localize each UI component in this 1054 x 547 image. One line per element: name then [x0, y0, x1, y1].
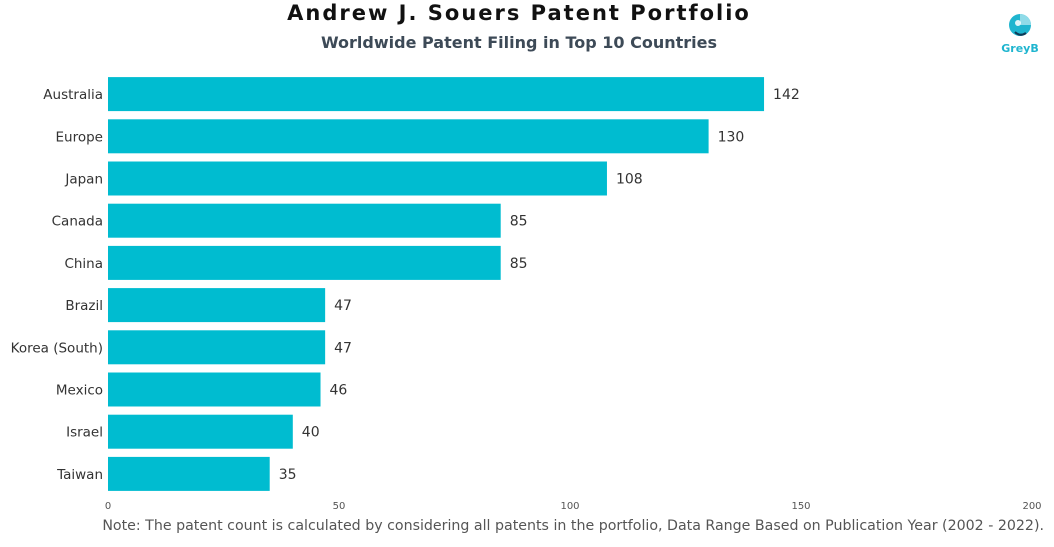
bar [108, 245, 501, 280]
bar [108, 456, 270, 491]
category-label: Taiwan [56, 467, 103, 483]
data-label: 46 [330, 383, 348, 399]
x-tick-label: 200 [1022, 501, 1041, 512]
data-label: 40 [302, 425, 320, 441]
bar [108, 330, 326, 365]
category-label: Brazil [65, 298, 103, 314]
category-label: Australia [43, 87, 103, 103]
category-label: Japan [64, 172, 103, 188]
data-label: 35 [279, 467, 297, 483]
category-label: Korea (South) [11, 340, 103, 356]
data-label: 47 [334, 298, 352, 314]
data-label: 142 [773, 87, 800, 103]
chart-title: Andrew J. Souers Patent Portfolio [287, 1, 751, 25]
bar [108, 77, 765, 112]
footnote: Note: The patent count is calculated by … [102, 518, 1044, 534]
data-label: 108 [616, 172, 643, 188]
greyb-logo-icon [1009, 14, 1031, 36]
category-label: Mexico [56, 383, 103, 399]
chart-subtitle: Worldwide Patent Filing in Top 10 Countr… [320, 33, 718, 52]
bar [108, 161, 607, 196]
greyb-logo-text: GreyB [1001, 42, 1039, 55]
category-label: China [64, 256, 103, 272]
category-label: Canada [52, 214, 103, 230]
x-tick-label: 0 [105, 501, 111, 512]
bar [108, 414, 293, 449]
x-tick-label: 100 [560, 501, 579, 512]
data-label: 85 [510, 256, 528, 272]
greyb-logo: GreyB [996, 6, 1044, 62]
category-label: Europe [56, 129, 103, 145]
category-label: Israel [66, 425, 103, 441]
bar [108, 203, 501, 238]
x-tick-label: 150 [791, 501, 810, 512]
data-label: 85 [510, 214, 528, 230]
data-label: 47 [334, 340, 352, 356]
bar [108, 288, 326, 323]
data-label: 130 [718, 129, 745, 145]
bar [108, 119, 709, 154]
x-tick-label: 50 [333, 501, 346, 512]
bar [108, 372, 321, 407]
